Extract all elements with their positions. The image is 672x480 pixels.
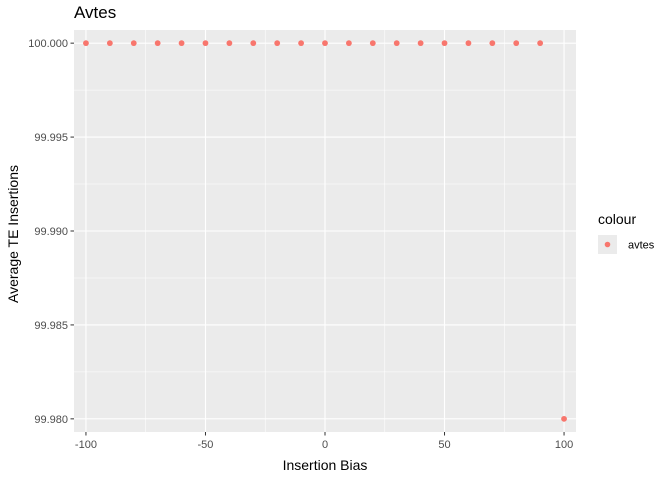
- x-tick-label: -50: [198, 439, 214, 451]
- data-point: [298, 40, 304, 47]
- data-point: [441, 40, 448, 47]
- data-point: [226, 40, 233, 47]
- y-tick-label: 99.980: [34, 414, 68, 426]
- legend-key-point: [604, 241, 611, 248]
- data-point: [489, 40, 496, 47]
- data-point: [154, 40, 161, 47]
- data-point: [274, 40, 281, 47]
- data-point: [513, 40, 520, 47]
- data-point: [417, 40, 424, 47]
- x-tick-label: 100: [555, 439, 573, 451]
- chart-title: Avtes: [74, 3, 116, 22]
- y-axis-title: Average TE Insertions: [5, 165, 21, 303]
- data-point: [322, 40, 328, 47]
- data-point: [106, 40, 113, 47]
- data-point: [202, 40, 209, 47]
- x-tick-label: -100: [75, 439, 97, 451]
- x-tick-label: 0: [322, 439, 328, 451]
- x-axis-ticks: -100 -50 0 50 100: [75, 432, 573, 451]
- data-point: [369, 40, 376, 47]
- data-point: [346, 40, 352, 47]
- data-point: [130, 40, 137, 47]
- legend: colour avtes: [598, 211, 655, 254]
- y-tick-label: 99.995: [34, 132, 68, 144]
- data-point: [250, 40, 257, 47]
- x-tick-label: 50: [438, 439, 450, 451]
- data-point: [561, 415, 567, 422]
- data-point: [393, 40, 400, 47]
- y-tick-label: 100.000: [28, 38, 68, 50]
- y-axis-ticks: 99.980 99.985 99.990 99.995 100.000: [28, 38, 74, 426]
- y-tick-label: 99.985: [34, 320, 68, 332]
- data-point: [178, 40, 185, 47]
- legend-title: colour: [598, 211, 636, 227]
- x-axis-title: Insertion Bias: [283, 457, 368, 473]
- data-point: [83, 40, 89, 47]
- data-points: [83, 40, 567, 422]
- data-point: [465, 40, 472, 47]
- data-point: [537, 40, 544, 47]
- legend-label-avtes: avtes: [628, 240, 655, 252]
- y-tick-label: 99.990: [34, 226, 68, 238]
